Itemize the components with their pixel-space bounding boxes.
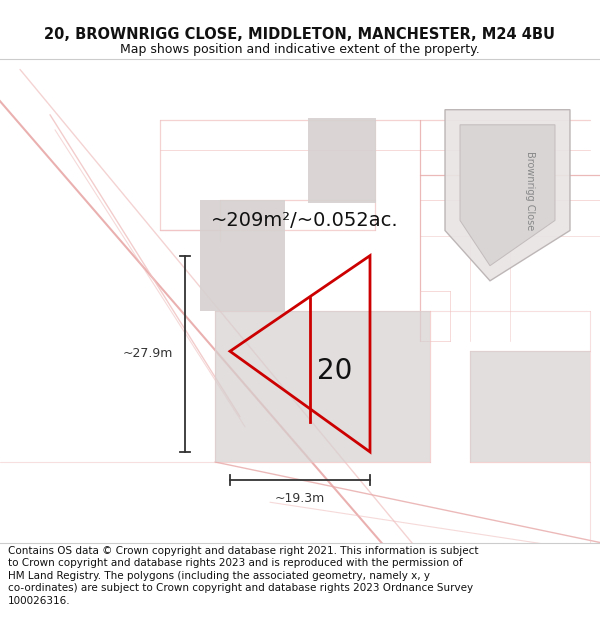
Text: Brownrigg Close: Brownrigg Close <box>525 151 535 230</box>
Text: Map shows position and indicative extent of the property.: Map shows position and indicative extent… <box>120 43 480 56</box>
Bar <box>308 118 376 203</box>
Text: Contains OS data © Crown copyright and database right 2021. This information is : Contains OS data © Crown copyright and d… <box>8 546 478 556</box>
Bar <box>470 351 590 462</box>
Text: 20, BROWNRIGG CLOSE, MIDDLETON, MANCHESTER, M24 4BU: 20, BROWNRIGG CLOSE, MIDDLETON, MANCHEST… <box>44 26 556 41</box>
Polygon shape <box>445 110 570 281</box>
Text: 20: 20 <box>317 357 353 386</box>
Text: ~209m²/~0.052ac.: ~209m²/~0.052ac. <box>211 211 399 230</box>
Text: ~27.9m: ~27.9m <box>122 348 173 360</box>
Text: co-ordinates) are subject to Crown copyright and database rights 2023 Ordnance S: co-ordinates) are subject to Crown copyr… <box>8 583 473 593</box>
Text: 100026316.: 100026316. <box>8 596 70 606</box>
Text: HM Land Registry. The polygons (including the associated geometry, namely x, y: HM Land Registry. The polygons (includin… <box>8 571 430 581</box>
Bar <box>215 311 430 462</box>
Bar <box>200 200 285 311</box>
Text: to Crown copyright and database rights 2023 and is reproduced with the permissio: to Crown copyright and database rights 2… <box>8 558 463 568</box>
Text: ~19.3m: ~19.3m <box>275 492 325 505</box>
Polygon shape <box>460 125 555 266</box>
